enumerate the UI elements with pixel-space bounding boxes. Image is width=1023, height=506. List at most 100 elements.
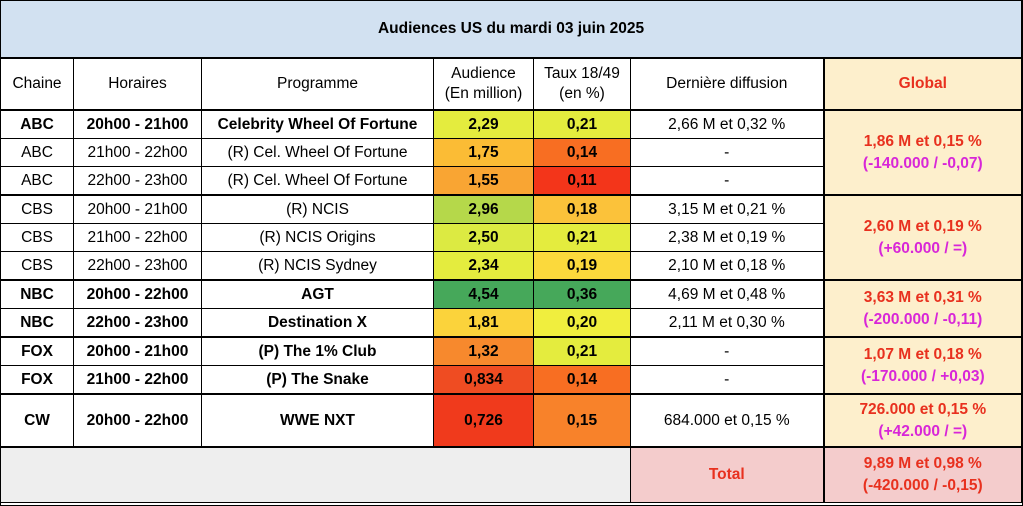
table-row: NBC 22h00 - 23h00 Destination X 1,81 0,20 2,1… <box>0 308 1022 338</box>
chaine-cell: ABC <box>0 138 74 167</box>
audience-cell: 0,834 <box>433 365 534 395</box>
derniere-diffusion-cell: - <box>630 336 824 366</box>
table-row: CBS 22h00 - 23h00 (R) NCIS Sydney 2,34 0,19 2… <box>0 251 1022 281</box>
total-blank-cell <box>0 446 631 503</box>
audience-cell: 0,726 <box>433 393 534 448</box>
programme-cell: (R) Cel. Wheel Of Fortune <box>201 138 434 167</box>
taux-cell: 0,36 <box>533 279 631 309</box>
table-row: CBS 20h00 - 21h00 (R) NCIS 2,96 0,18 3,15 M e… <box>0 194 1023 281</box>
derniere-diffusion-cell: 2,66 M et 0,32 % <box>630 109 824 139</box>
taux-cell: 0,20 <box>533 308 631 338</box>
header-programme: Programme <box>201 57 434 111</box>
derniere-diffusion-cell: 2,10 M et 0,18 % <box>630 251 824 281</box>
audience-cell: 4,54 <box>433 279 534 309</box>
taux-cell: 0,21 <box>533 336 631 366</box>
table-row: ABC 20h00 - 21h00 Celebrity Wheel Of Fortu… <box>0 109 1023 196</box>
taux-cell: 0,19 <box>533 251 631 281</box>
total-row: Total 9,89 M et 0,98 % (-420.000 / -0,15) <box>0 446 1023 503</box>
derniere-diffusion-cell: 3,15 M et 0,21 % <box>630 194 824 224</box>
audience-cell: 2,96 <box>433 194 534 224</box>
taux-cell: 0,15 <box>533 393 631 448</box>
programme-cell: (P) The Snake <box>201 365 434 395</box>
table-title: Audiences US du mardi 03 juin 2025 <box>0 0 1023 59</box>
programme-cell: Celebrity Wheel Of Fortune <box>201 109 434 139</box>
header-taux: Taux 18/49 (en %) <box>533 57 631 111</box>
derniere-diffusion-cell: 2,11 M et 0,30 % <box>630 308 824 338</box>
programme-cell: (R) NCIS <box>201 194 434 224</box>
horaires-cell: 20h00 - 22h00 <box>73 393 202 448</box>
total-label: Total <box>630 446 824 503</box>
global-cell: 726.000 et 0,15 % (+42.000 / =) <box>822 393 1023 448</box>
chaine-cell: CW <box>0 393 74 448</box>
audience-cell: 1,55 <box>433 166 534 196</box>
horaires-cell: 21h00 - 22h00 <box>73 223 202 252</box>
header-horaires: Horaires <box>73 57 202 111</box>
taux-cell: 0,21 <box>533 223 631 252</box>
header-chaine: Chaine <box>0 57 74 111</box>
global-delta: (-170.000 / +0,03) <box>860 367 985 385</box>
taux-cell: 0,18 <box>533 194 631 224</box>
global-value: 1,07 M et 0,18 % <box>863 345 982 363</box>
audience-cell: 2,34 <box>433 251 534 281</box>
horaires-cell: 22h00 - 23h00 <box>73 166 202 196</box>
table-row: ABC 22h00 - 23h00 (R) Cel. Wheel Of Fortun… <box>0 166 1022 196</box>
global-delta: (+42.000 / =) <box>878 422 968 440</box>
global-delta: (+60.000 / =) <box>878 239 968 257</box>
global-cell: 2,60 M et 0,19 % (+60.000 / =) <box>822 194 1023 281</box>
total-delta: (-420.000 / -0,15) <box>862 477 983 494</box>
chaine-cell: NBC <box>0 279 74 309</box>
taux-cell: 0,14 <box>533 138 631 167</box>
derniere-diffusion-cell: - <box>630 138 824 167</box>
programme-cell: (R) Cel. Wheel Of Fortune <box>201 166 434 196</box>
table-row: NBC 20h00 - 22h00 AGT 4,54 0,36 4,69 M et 0,4… <box>0 279 1023 338</box>
table-row: CW 20h00 - 22h00 WWE NXT 0,726 0,15 684.000 e… <box>0 393 1023 448</box>
total-value-cell: 9,89 M et 0,98 % (-420.000 / -0,15) <box>822 446 1023 503</box>
header-derniere-diffusion: Dernière diffusion <box>630 57 824 111</box>
audience-cell: 2,50 <box>433 223 534 252</box>
horaires-cell: 22h00 - 23h00 <box>73 251 202 281</box>
chaine-cell: CBS <box>0 194 74 224</box>
horaires-cell: 21h00 - 22h00 <box>73 365 202 395</box>
horaires-cell: 22h00 - 23h00 <box>73 308 202 338</box>
horaires-cell: 20h00 - 21h00 <box>73 194 202 224</box>
chaine-cell: ABC <box>0 166 74 196</box>
chaine-cell: NBC <box>0 308 74 338</box>
derniere-diffusion-cell: 684.000 et 0,15 % <box>630 393 824 448</box>
audience-cell: 2,29 <box>433 109 534 139</box>
derniere-diffusion-cell: 4,69 M et 0,48 % <box>630 279 824 309</box>
audience-cell: 1,32 <box>433 336 534 366</box>
global-value: 2,60 M et 0,19 % <box>863 217 982 235</box>
programme-cell: (P) The 1% Club <box>201 336 434 366</box>
programme-cell: (R) NCIS Origins <box>201 223 434 252</box>
header-global: Global <box>822 57 1023 111</box>
horaires-cell: 20h00 - 22h00 <box>73 279 202 309</box>
global-value: 1,86 M et 0,15 % <box>863 132 982 150</box>
table-row: ABC 21h00 - 22h00 (R) Cel. Wheel Of Fortun… <box>0 138 1022 167</box>
global-cell: 3,63 M et 0,31 % (-200.000 / -0,11) <box>822 279 1023 338</box>
programme-cell: Destination X <box>201 308 434 338</box>
global-value: 3,63 M et 0,31 % <box>863 288 982 306</box>
chaine-cell: CBS <box>0 251 74 281</box>
table-row: CBS 21h00 - 22h00 (R) NCIS Origins 2,50 0,21… <box>0 223 1022 252</box>
table-row: FOX 21h00 - 22h00 (P) The Snake 0,834 0,14- <box>0 365 1022 395</box>
programme-cell: AGT <box>201 279 434 309</box>
taux-cell: 0,11 <box>533 166 631 196</box>
header-audience: Audience (En million) <box>433 57 534 111</box>
chaine-cell: CBS <box>0 223 74 252</box>
derniere-diffusion-cell: - <box>630 365 824 395</box>
chaine-cell: FOX <box>0 336 74 366</box>
horaires-cell: 20h00 - 21h00 <box>73 109 202 139</box>
global-delta: (-200.000 / -0,11) <box>863 310 983 328</box>
audience-cell: 1,81 <box>433 308 534 338</box>
table-row: FOX 20h00 - 21h00 (P) The 1% Club 1,32 0,21-… <box>0 336 1023 395</box>
derniere-diffusion-cell: - <box>630 166 824 196</box>
audience-cell: 1,75 <box>433 138 534 167</box>
horaires-cell: 21h00 - 22h00 <box>73 138 202 167</box>
taux-cell: 0,14 <box>533 365 631 395</box>
global-cell: 1,07 M et 0,18 % (-170.000 / +0,03) <box>822 336 1023 395</box>
programme-cell: (R) NCIS Sydney <box>201 251 434 281</box>
global-cell: 1,86 M et 0,15 % (-140.000 / -0,07) <box>822 109 1023 196</box>
programme-cell: WWE NXT <box>201 393 434 448</box>
chaine-cell: FOX <box>0 365 74 395</box>
